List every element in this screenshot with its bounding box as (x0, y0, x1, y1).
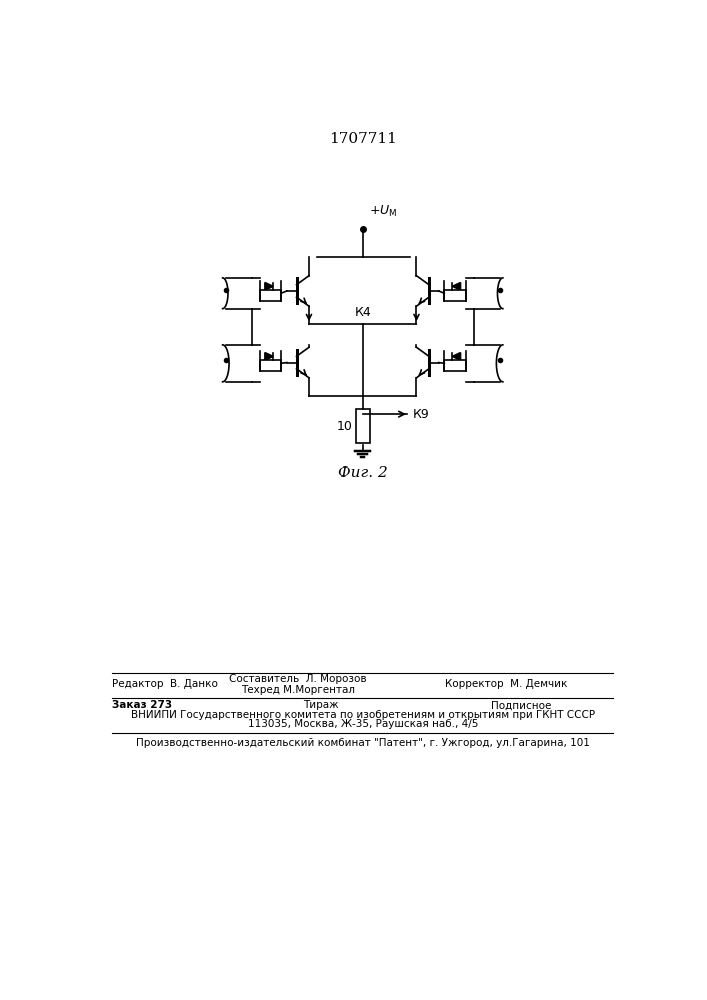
Text: Фиг. 2: Фиг. 2 (338, 466, 387, 480)
Polygon shape (452, 283, 460, 290)
Text: ВНИИПИ Государственного комитета по изобретениям и открытиям при ГКНТ СССР: ВНИИПИ Государственного комитета по изоб… (131, 710, 595, 720)
Bar (444, 290, 466, 301)
Text: Производственно-издательский комбинат "Патент", г. Ужгород, ул.Гагарина, 101: Производственно-издательский комбинат "П… (136, 738, 590, 748)
Text: Корректор  М. Демчик: Корректор М. Демчик (445, 679, 567, 689)
Polygon shape (452, 353, 460, 360)
Text: 113035, Москва, Ж-35, Раушская наб., 4/5: 113035, Москва, Ж-35, Раушская наб., 4/5 (247, 719, 478, 729)
Polygon shape (265, 353, 273, 360)
Text: К9: К9 (413, 408, 430, 421)
Text: Техред М.Моргентал: Техред М.Моргентал (241, 685, 355, 695)
Bar (356, 409, 370, 443)
Text: $+U_{\mathregular{M}}$: $+U_{\mathregular{M}}$ (369, 203, 397, 219)
Bar (259, 290, 281, 301)
Polygon shape (265, 283, 273, 290)
Text: Заказ 273: Заказ 273 (112, 700, 172, 710)
Text: Составитель  Л. Морозов: Составитель Л. Морозов (229, 674, 367, 684)
Bar (259, 360, 281, 371)
Text: 10: 10 (337, 420, 353, 433)
Text: Подписное: Подписное (491, 700, 551, 710)
Text: Тираж: Тираж (303, 700, 339, 710)
Text: Редактор  В. Данко: Редактор В. Данко (112, 679, 218, 689)
Text: К4: К4 (354, 306, 371, 319)
Bar (444, 360, 466, 371)
Text: 1707711: 1707711 (329, 132, 397, 146)
